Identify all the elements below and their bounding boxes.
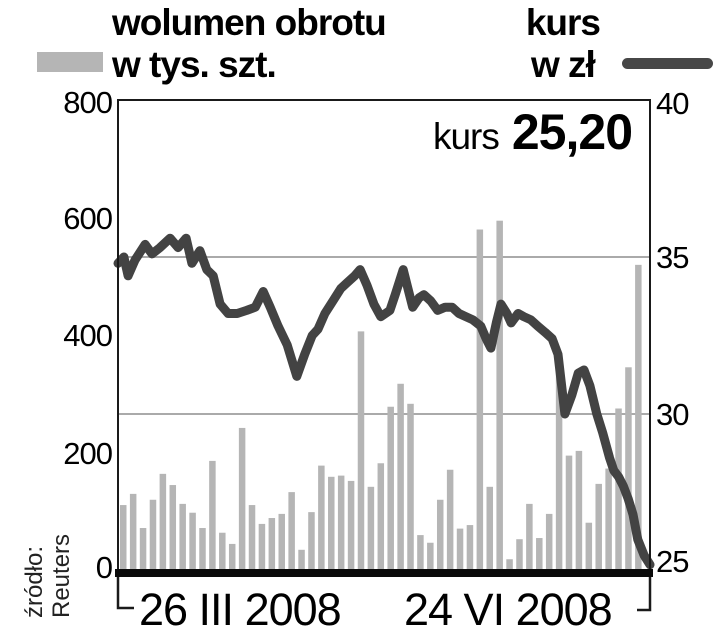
volume-bar: [407, 403, 414, 571]
volume-bar: [625, 367, 632, 571]
volume-bar: [347, 480, 355, 571]
volume-bar: [258, 523, 266, 571]
volume-bar: [545, 513, 553, 571]
volume-bar: [446, 469, 454, 571]
price-line: [113, 233, 655, 570]
source-line2: Reuters: [48, 533, 75, 618]
volume-bar: [228, 543, 236, 571]
volume-legend-line2: w tys. szt.: [112, 44, 277, 85]
volume-bar: [506, 559, 513, 571]
left-axis-tick-800: 800: [63, 85, 113, 120]
volume-bar: [357, 331, 365, 571]
price-legend-line2: w zł: [531, 44, 596, 85]
left-axis-tick-400: 400: [63, 318, 113, 353]
volume-legend-label: wolumen obrotu w tys. szt.: [112, 2, 387, 86]
volume-bar: [476, 229, 484, 571]
x-axis-date-end: 24 VI 2008: [404, 584, 613, 635]
volume-bar: [536, 538, 543, 571]
volume-bar: [318, 465, 325, 571]
volume-bar: [189, 512, 196, 571]
left-axis-tick-600: 600: [63, 201, 113, 236]
volume-bar: [436, 499, 444, 571]
volume-bar: [199, 528, 206, 571]
date-bracket-left: [116, 577, 134, 610]
volume-bar: [456, 528, 464, 571]
volume-bar: [496, 220, 503, 571]
volume-bar: [278, 513, 285, 571]
right-axis-tick-30: 30: [656, 397, 689, 432]
x-axis-date-start: 26 III 2008: [139, 584, 342, 635]
volume-bar: [238, 427, 246, 571]
volume-bar: [179, 503, 186, 571]
volume-bar: [486, 486, 494, 571]
volume-bar: [575, 450, 583, 571]
volume-bar: [427, 542, 434, 571]
volume-bar: [298, 549, 305, 571]
volume-bar: [367, 486, 375, 571]
source-line1: źródło:: [21, 545, 48, 618]
last-price-value: 25,20: [511, 104, 633, 160]
last-price-label: kurs: [432, 116, 500, 157]
volume-bar: [129, 493, 137, 571]
volume-bar: [139, 528, 147, 571]
volume-bar: [149, 499, 157, 571]
price-legend-swatch: [622, 58, 713, 69]
volume-bar: [635, 264, 642, 571]
volume-bar: [397, 383, 404, 571]
volume-bar: [288, 492, 295, 571]
volume-bar: [605, 468, 612, 571]
left-axis-tick-0: 0: [95, 550, 113, 585]
volume-legend-swatch: [37, 52, 103, 72]
volume-bar: [169, 485, 177, 571]
volume-bar: [595, 483, 602, 571]
date-bracket-right: [637, 577, 652, 612]
volume-bar: [615, 408, 622, 571]
source-credit: źródło: Reuters: [21, 534, 75, 618]
volume-bar: [308, 512, 315, 572]
price-legend-label: kurs w zł: [525, 2, 601, 86]
right-axis-tick-40: 40: [656, 86, 689, 121]
volume-bar: [159, 473, 167, 571]
volume-legend-line1: wolumen obrotu: [112, 2, 387, 43]
volume-bar: [120, 505, 127, 571]
volume-bar: [377, 463, 385, 571]
last-price-annotation: kurs 25,20: [432, 103, 633, 161]
volume-bar: [555, 362, 563, 571]
volume-bar: [565, 455, 573, 571]
left-axis-tick-200: 200: [63, 436, 113, 471]
volume-bar: [387, 406, 394, 571]
volume-bar: [466, 525, 474, 571]
volume-bar: [328, 476, 335, 571]
volume-bar: [248, 505, 256, 571]
volume-bar: [268, 518, 276, 571]
volume-bar: [219, 532, 226, 571]
volume-bar: [209, 460, 216, 571]
volume-bar: [526, 503, 533, 571]
volume-bar: [337, 475, 345, 571]
volume-bar: [585, 522, 593, 571]
price-legend-line1: kurs: [525, 2, 601, 43]
right-axis-tick-35: 35: [656, 240, 689, 275]
x-axis-baseline: [115, 569, 653, 577]
right-axis-tick-25: 25: [656, 544, 689, 579]
volume-bar: [417, 535, 424, 571]
volume-bar: [516, 539, 523, 571]
